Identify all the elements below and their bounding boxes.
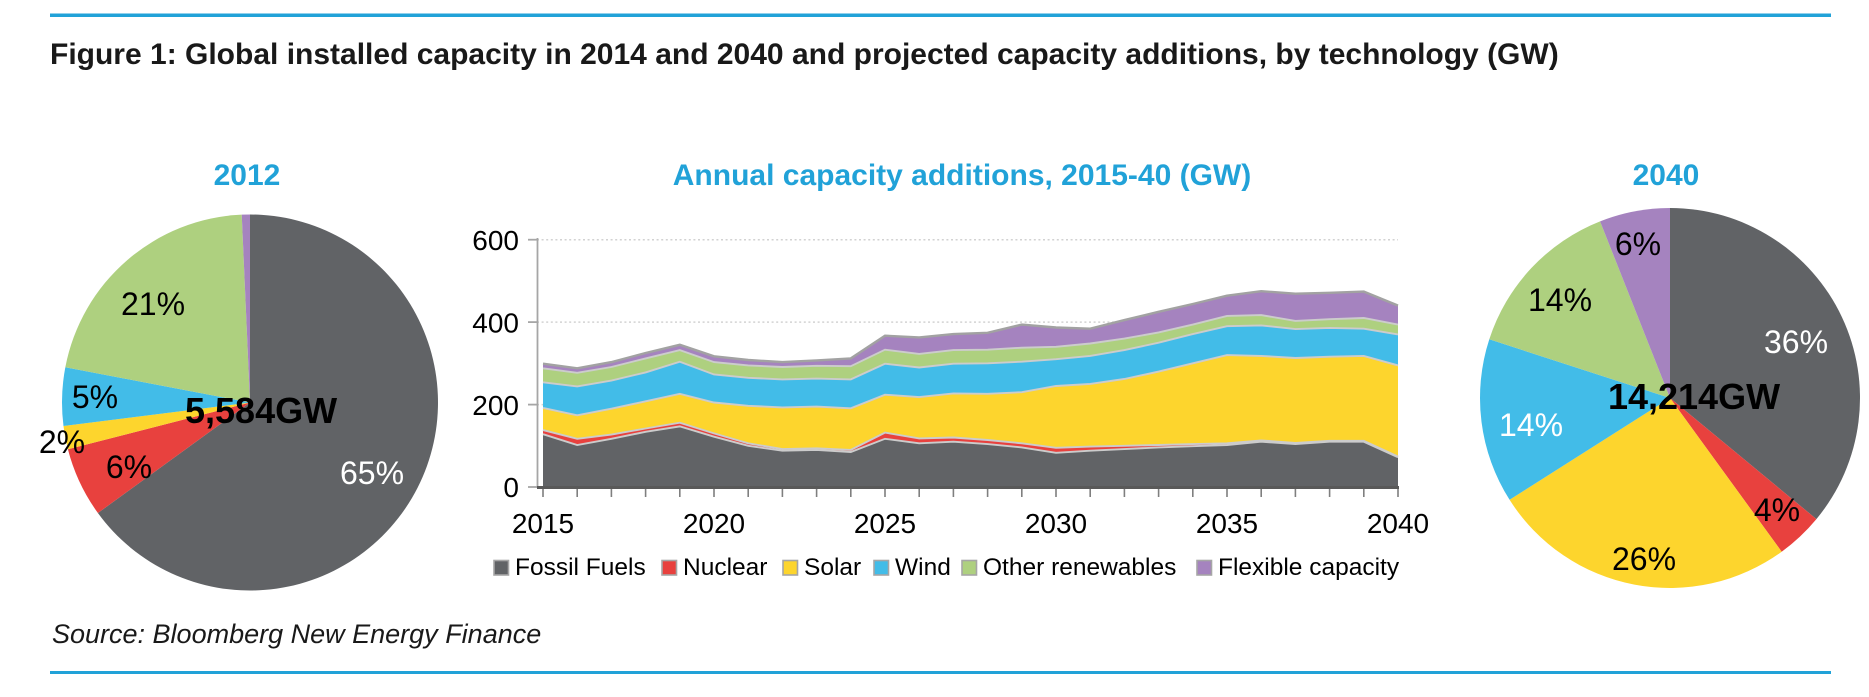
svg-text:Wind: Wind <box>895 554 951 581</box>
svg-text:400: 400 <box>472 308 519 339</box>
svg-text:6%: 6% <box>1615 226 1661 262</box>
svg-text:Solar: Solar <box>804 554 861 581</box>
svg-text:14%: 14% <box>1528 282 1592 318</box>
svg-text:2025: 2025 <box>854 508 916 539</box>
svg-text:2030: 2030 <box>1025 508 1087 539</box>
svg-text:Nuclear: Nuclear <box>683 554 767 581</box>
svg-text:Annual capacity additions, 201: Annual capacity additions, 2015-40 (GW) <box>673 159 1251 192</box>
svg-text:Source: Bloomberg New Energy F: Source: Bloomberg New Energy Finance <box>52 619 541 649</box>
svg-text:65%: 65% <box>340 455 404 491</box>
svg-text:2%: 2% <box>39 424 85 460</box>
svg-text:5,584GW: 5,584GW <box>185 390 337 431</box>
svg-text:2020: 2020 <box>683 508 745 539</box>
svg-text:21%: 21% <box>121 286 185 322</box>
svg-text:26%: 26% <box>1612 541 1676 577</box>
svg-text:2040: 2040 <box>1367 508 1429 539</box>
svg-text:Flexible capacity: Flexible capacity <box>1218 554 1400 581</box>
svg-text:6%: 6% <box>106 449 152 485</box>
svg-text:200: 200 <box>472 390 519 421</box>
svg-text:36%: 36% <box>1764 324 1828 360</box>
svg-text:2035: 2035 <box>1196 508 1258 539</box>
svg-text:5%: 5% <box>72 379 118 415</box>
svg-text:4%: 4% <box>1754 492 1800 528</box>
svg-text:2012: 2012 <box>214 159 281 192</box>
svg-text:2040: 2040 <box>1633 159 1700 192</box>
svg-text:Other renewables: Other renewables <box>983 554 1176 581</box>
svg-text:2015: 2015 <box>512 508 574 539</box>
svg-text:Fossil Fuels: Fossil Fuels <box>515 554 646 581</box>
svg-text:14,214GW: 14,214GW <box>1608 376 1780 417</box>
svg-text:600: 600 <box>472 225 519 256</box>
svg-text:14%: 14% <box>1499 407 1563 443</box>
svg-text:0: 0 <box>503 472 519 503</box>
svg-text:Figure 1: Global installed cap: Figure 1: Global installed capacity in 2… <box>50 38 1559 71</box>
